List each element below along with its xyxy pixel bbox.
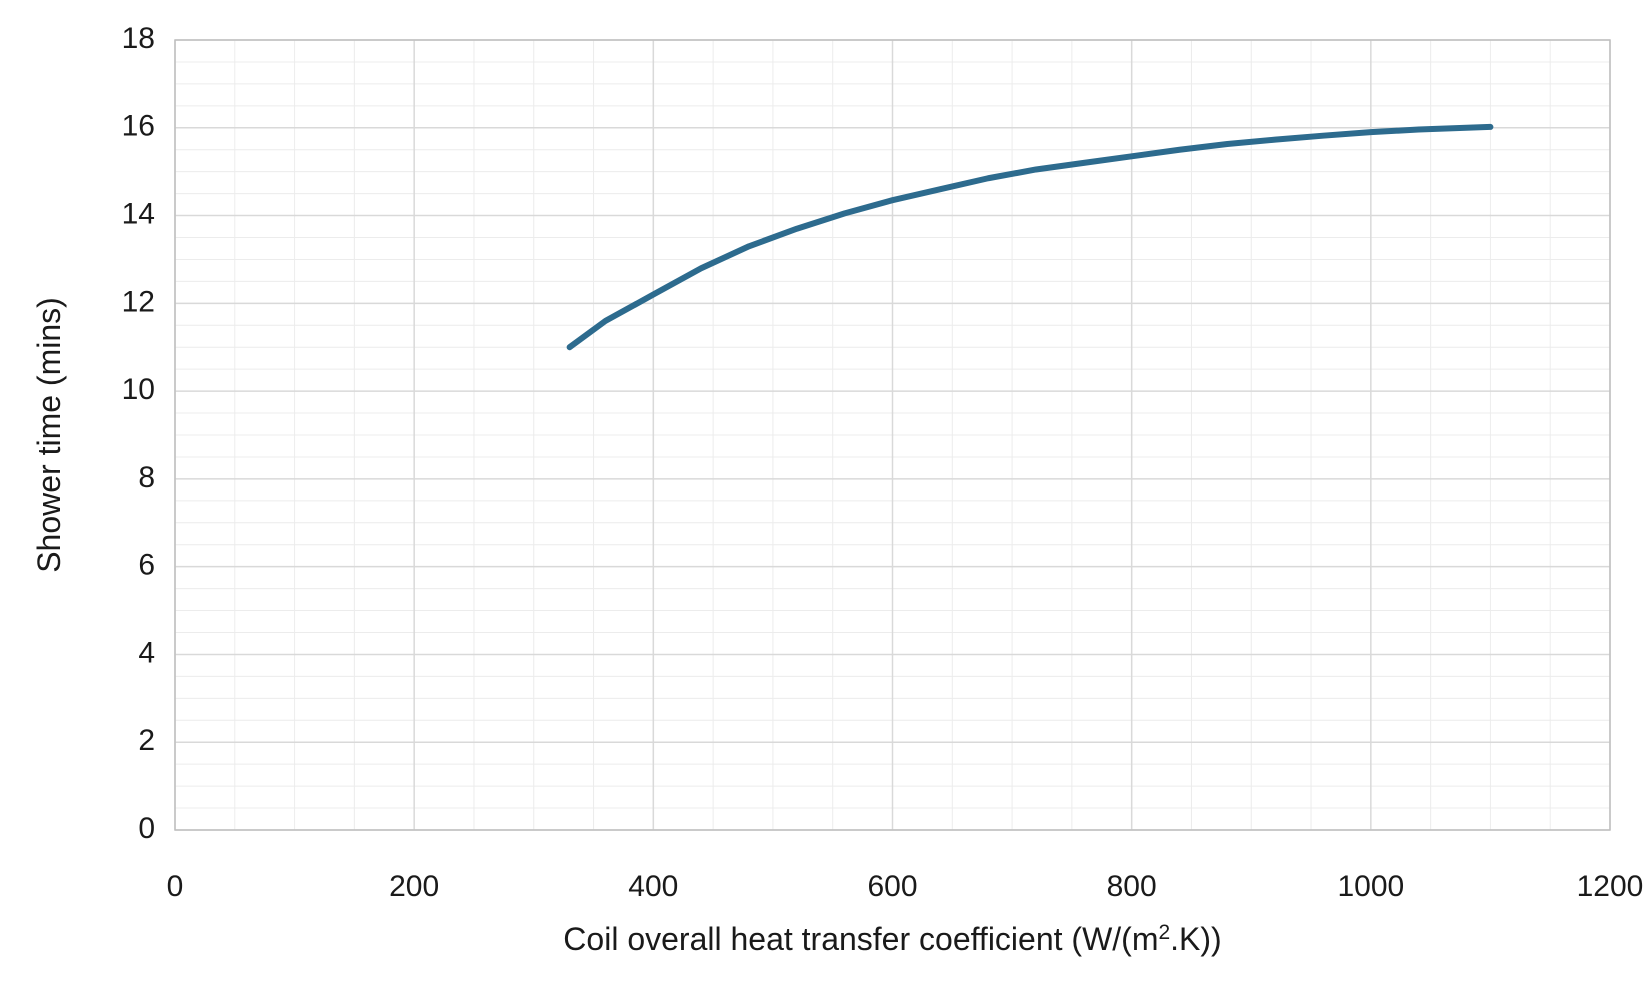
x-tick-label: 200 <box>389 870 439 903</box>
y-tick-label: 6 <box>138 549 155 582</box>
y-tick-label: 2 <box>138 724 155 757</box>
y-tick-label: 14 <box>122 197 155 230</box>
y-axis-label: Shower time (mins) <box>31 297 67 573</box>
y-tick-label: 8 <box>138 461 155 494</box>
x-tick-label: 1200 <box>1577 870 1644 903</box>
y-tick-label: 16 <box>122 110 155 143</box>
line-chart: 0 2 4 6 8 10 12 14 16 18 0 200 400 600 800 1000 1200 Show… <box>0 0 1645 990</box>
x-tick-label: 800 <box>1107 870 1157 903</box>
x-tick-label: 400 <box>628 870 678 903</box>
y-tick-label: 18 <box>122 22 155 55</box>
x-tick-label: 0 <box>167 870 184 903</box>
x-axis-label: Coil overall heat transfer coefficient (… <box>563 921 1221 958</box>
y-tick-label: 4 <box>138 636 155 669</box>
chart-container: 0 2 4 6 8 10 12 14 16 18 0 200 400 600 800 1000 1200 Show… <box>0 0 1645 990</box>
x-tick-label: 600 <box>867 870 917 903</box>
y-tick-label: 0 <box>138 812 155 845</box>
y-tick-label: 10 <box>122 373 155 406</box>
y-tick-label: 12 <box>122 285 155 318</box>
x-tick-label: 1000 <box>1337 870 1404 903</box>
